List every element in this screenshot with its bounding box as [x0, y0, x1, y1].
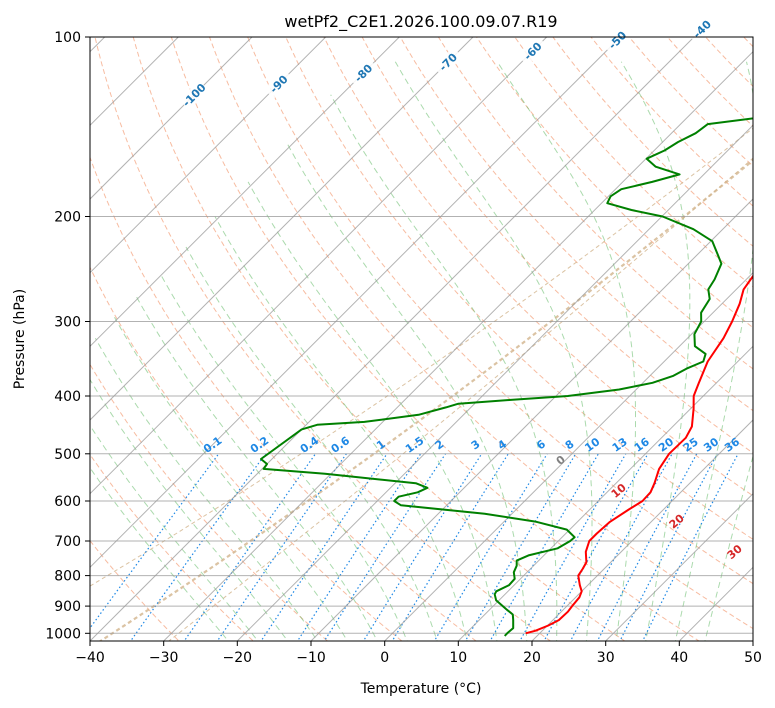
moist-adiabat — [704, 454, 753, 641]
x-tick-label: −30 — [149, 650, 179, 666]
moist-adiabat — [90, 378, 289, 641]
reference-curve — [98, 158, 753, 641]
x-axis: −40 −30 −20 −10 0 10 20 30 40 50 — [75, 641, 762, 666]
isotherm-line — [163, 50, 753, 641]
isotherm-label-bg — [602, 25, 633, 55]
moist-adiabat — [185, 246, 438, 641]
moist-adiabat — [214, 216, 468, 641]
y-axis: 100 200 300 400 500 600 700 800 900 1000 — [45, 30, 90, 642]
isotherm-line — [90, 37, 474, 421]
dry-adiabat — [247, 37, 753, 585]
isotherm-line — [90, 37, 253, 200]
isotherm-line — [90, 37, 621, 569]
isotherm-label-bg — [348, 58, 379, 88]
dry-adiabat — [90, 266, 403, 641]
x-tick-label: 40 — [670, 650, 688, 666]
moist-adiabat — [330, 94, 558, 641]
mixing-ratio-line — [596, 453, 698, 641]
y-tick-label: 1000 — [45, 626, 81, 642]
dry-adiabat — [94, 37, 552, 641]
dry-adiabat — [475, 37, 753, 329]
dry-adiabat — [170, 37, 700, 641]
plot-frame — [89, 36, 754, 642]
isotherm-label-bg — [263, 69, 294, 99]
y-tick-label: 600 — [54, 494, 81, 510]
isotherm-line — [310, 198, 753, 641]
moist-adiabat — [94, 337, 319, 641]
y-tick-label: 200 — [54, 210, 81, 226]
dry-adiabat — [514, 37, 753, 288]
dry-adiabat — [90, 453, 254, 641]
profile-lines — [260, 117, 753, 637]
isotherm-label-bg — [433, 47, 463, 77]
mixing-ratio-line — [489, 453, 599, 641]
moist-adiabat — [114, 316, 348, 641]
y-tick-label: 500 — [54, 447, 81, 463]
moist-adiabat — [160, 274, 408, 641]
chart-title: wetPf2_C2E1.2026.100.09.07.R19 — [284, 12, 557, 32]
moist-adiabat — [674, 61, 753, 641]
y-tick-label: 300 — [54, 315, 81, 331]
temperature-profile — [525, 274, 753, 635]
mixing-ratio-line — [519, 453, 627, 641]
x-tick-label: 10 — [449, 650, 467, 666]
reference-curve — [90, 127, 753, 587]
isotherm-label-bg — [687, 14, 717, 44]
x-tick-label: −20 — [223, 650, 253, 666]
y-tick-label: 700 — [54, 534, 81, 550]
moist-adiabat — [620, 61, 691, 641]
isotherm-line — [90, 37, 327, 274]
isotherm-line — [90, 37, 400, 348]
y-tick-label: 900 — [54, 599, 81, 615]
x-tick-label: 50 — [744, 650, 762, 666]
moist-adiabat — [247, 181, 498, 641]
x-tick-label: 20 — [523, 650, 541, 666]
isotherm-line — [605, 492, 753, 641]
y-axis-label: Pressure (hPa) — [12, 289, 28, 389]
x-tick-label: −40 — [75, 650, 105, 666]
moist-adiabat — [134, 293, 378, 641]
mixing-ratio-line — [569, 453, 673, 641]
mixing-ratio-line — [183, 453, 316, 641]
y-tick-label: 100 — [54, 30, 81, 46]
grid-lines — [90, 37, 753, 641]
mixing-ratio-line — [433, 453, 548, 641]
dry-adiabat — [285, 37, 753, 540]
y-tick-label: 400 — [54, 389, 81, 405]
isotherm-line — [90, 37, 695, 641]
mixing-ratio-line — [619, 453, 718, 641]
x-tick-label: −10 — [296, 650, 326, 666]
isotherm-line — [384, 271, 753, 641]
isotherm-line — [531, 419, 753, 641]
mixing-ratio-line — [216, 453, 347, 641]
moist-adiabat — [394, 61, 593, 641]
dry-adiabat — [208, 37, 753, 630]
isotherm-label-bg — [517, 36, 548, 66]
mixing-ratio-line — [260, 453, 388, 641]
dry-adiabat — [323, 37, 753, 497]
mixing-ratio-line — [464, 453, 577, 641]
moist-adiabat — [90, 424, 259, 641]
x-tick-label: 30 — [597, 650, 615, 666]
moist-adiabat — [496, 61, 636, 641]
mixing-ratio-line — [362, 453, 483, 641]
mixing-ratio-line — [391, 453, 509, 641]
dry-adiabat — [132, 37, 626, 641]
dry-adiabat — [361, 37, 753, 454]
mixing-ratio-line — [129, 453, 267, 641]
isotherm-line — [90, 37, 548, 495]
dry-adiabat — [399, 37, 753, 412]
y-tick-label: 800 — [54, 569, 81, 585]
dry-adiabat — [590, 37, 753, 207]
dry-adiabat — [90, 156, 477, 641]
isotherm-label-bg — [179, 80, 209, 110]
isotherm-line — [457, 345, 753, 641]
x-axis-label: Temperature (°C) — [360, 681, 482, 697]
dry-adiabat — [90, 539, 180, 641]
dewpoint-profile — [260, 117, 753, 637]
isotherm-line — [236, 124, 753, 641]
x-tick-label: 0 — [380, 650, 389, 666]
